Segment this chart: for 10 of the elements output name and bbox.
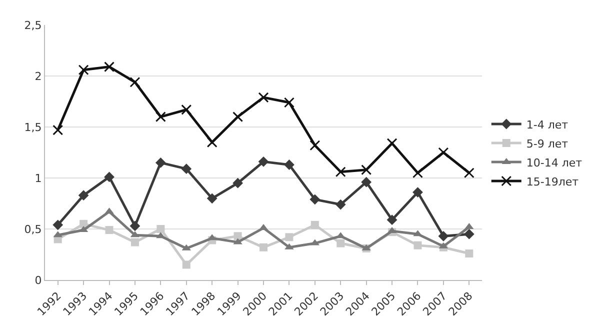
legend-label: 10-14 лет <box>526 156 583 170</box>
y-tick-label: 0,5 <box>24 222 42 236</box>
y-tick-label: 0 <box>34 274 42 287</box>
y-tick-label: 2 <box>34 70 42 83</box>
y-tick-label: 1 <box>34 172 42 185</box>
y-tick-label: 2,5 <box>24 18 42 32</box>
legend-label: 15-19лет <box>526 175 580 188</box>
legend-label: 1-4 лет <box>526 118 569 132</box>
legend-label: 5-9 лет <box>526 137 569 150</box>
y-tick-label: 1,5 <box>24 120 42 134</box>
